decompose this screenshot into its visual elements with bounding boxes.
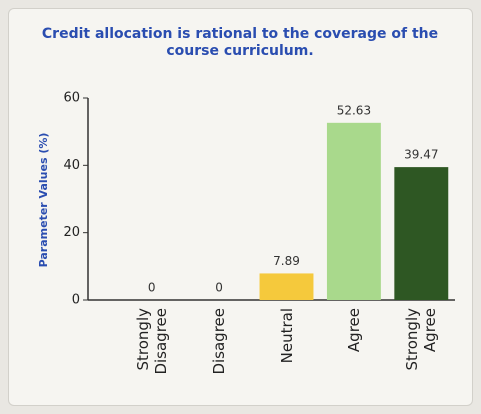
- value-label: 39.47: [404, 148, 438, 162]
- chart-title: Credit allocation is rational to the cov…: [41, 26, 439, 59]
- bar: [326, 122, 381, 300]
- x-tick-label: Strongly Agree: [403, 308, 440, 371]
- y-tick-label: 40: [63, 158, 80, 173]
- x-tick-label: Strongly Disagree: [133, 308, 170, 375]
- y-tick-label: 0: [72, 293, 80, 308]
- value-label: 7.89: [273, 254, 300, 268]
- bar: [394, 167, 449, 300]
- value-label: 0: [148, 281, 156, 295]
- y-tick-label: 20: [63, 225, 80, 240]
- x-tick-label: Agree: [344, 308, 363, 353]
- bar: [259, 273, 314, 300]
- y-axis-label: Parameter Values (%): [37, 133, 50, 268]
- y-tick-label: 60: [63, 91, 80, 106]
- x-tick-label: Disagree: [210, 308, 229, 375]
- title-box: Credit allocation is rational to the cov…: [41, 26, 439, 59]
- value-label: 0: [215, 281, 223, 295]
- value-label: 52.63: [337, 103, 371, 117]
- x-tick-label: Neutral: [277, 308, 296, 364]
